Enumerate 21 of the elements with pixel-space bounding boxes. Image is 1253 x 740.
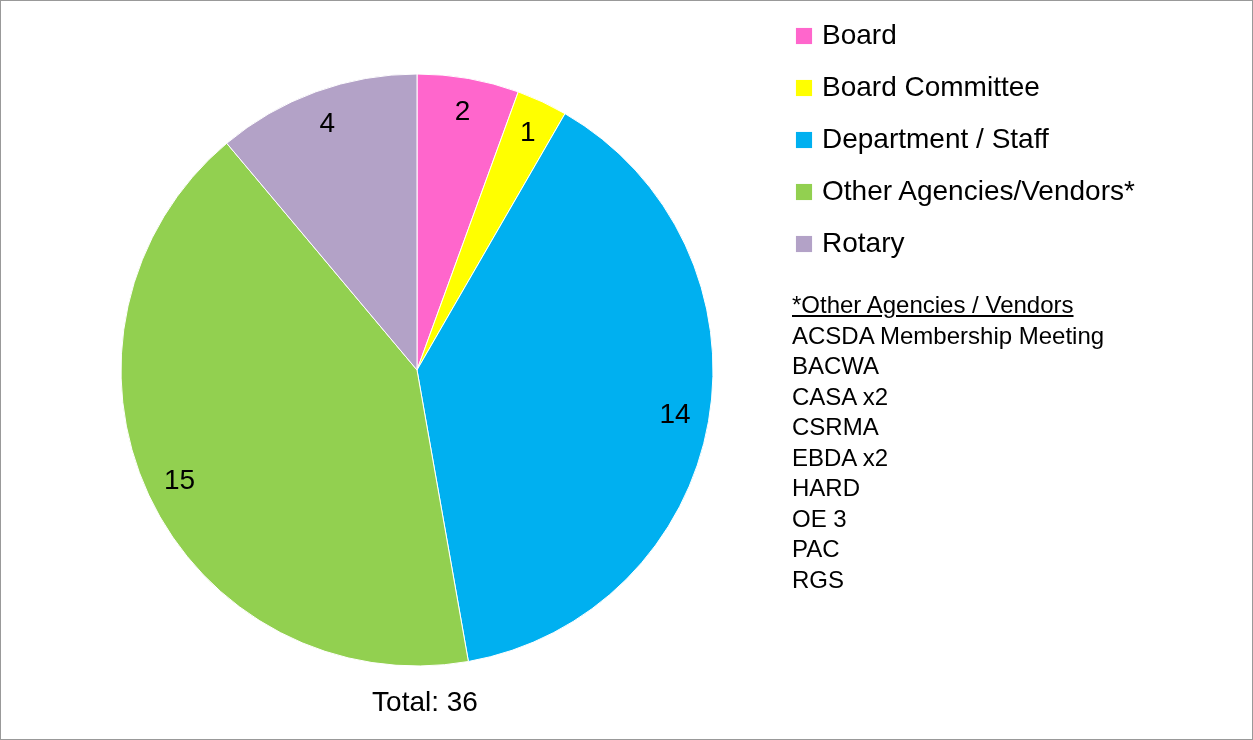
text: CSRMA [792, 412, 880, 442]
text: *Other Agencies / Vendors [792, 290, 1075, 320]
data-label: 4 [319, 106, 336, 138]
data-label: 2 [454, 94, 471, 126]
text: CASA x2 [792, 381, 890, 412]
data-label: 14 [659, 398, 691, 430]
text: HARD [792, 473, 861, 503]
legend-label: Other Agencies/Vendors* [822, 175, 1135, 206]
text: EBDA x2 [792, 442, 890, 473]
text: RGS [792, 564, 845, 595]
text: ACSDA Membership Meeting [792, 320, 1105, 351]
text: OE 3 [792, 503, 848, 534]
data-label: 1 [519, 115, 536, 147]
text: PAC [792, 534, 841, 564]
legend-label: Board Committee [822, 71, 1040, 102]
legend-label: Department / Staff [822, 123, 1049, 154]
text: BACWA [792, 351, 881, 381]
data-label: 15 [163, 463, 196, 495]
text: Total: 36 [371, 686, 479, 718]
legend-label: Board [822, 19, 897, 50]
legend-label: Rotary [822, 227, 905, 258]
